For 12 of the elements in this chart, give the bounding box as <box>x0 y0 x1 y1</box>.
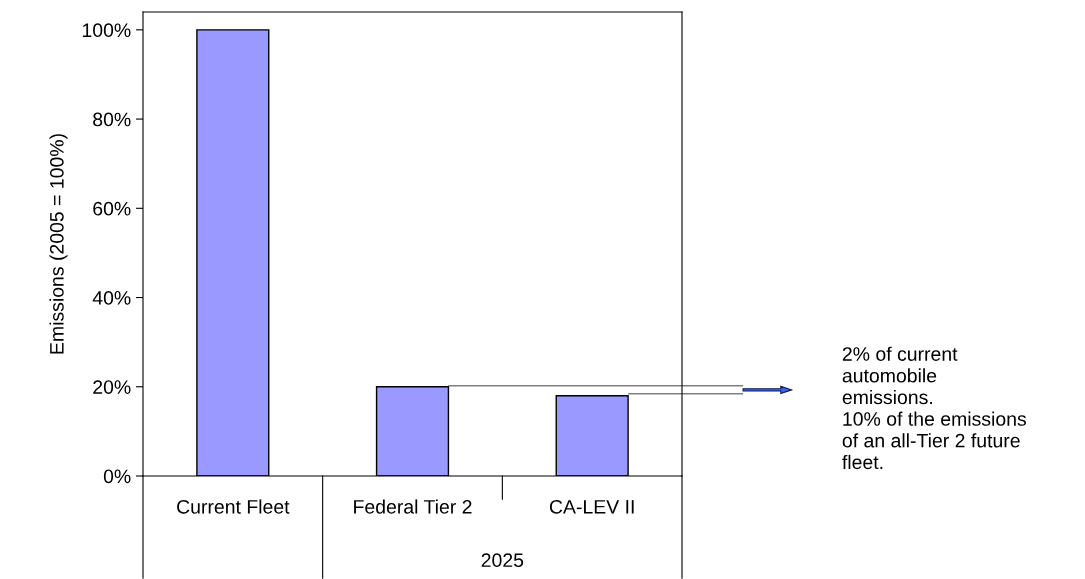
x-tick-label: Federal Tier 2 <box>354 499 472 514</box>
y-tick-label: 60% <box>93 201 131 216</box>
y-tick-label: 100% <box>82 23 131 38</box>
y-tick-label: 0% <box>103 469 131 484</box>
x-tick-label: CA-LEV II <box>549 499 634 514</box>
text: 2% of current automobile emissions. 10% of the emissions of an all-Tier 2 future fleet. <box>842 346 1027 470</box>
x-tick-label: Current Fleet <box>177 499 290 514</box>
y-tick-label: 80% <box>93 112 131 127</box>
y-tick-label: 20% <box>93 380 131 395</box>
y-axis-title: Emissions (2005 = 100%) <box>49 134 68 354</box>
y-tick-label: 40% <box>92 291 131 305</box>
text: 2025 <box>481 553 524 568</box>
